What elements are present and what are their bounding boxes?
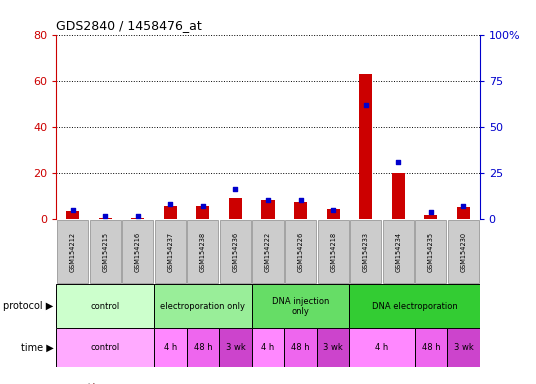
Text: 48 h: 48 h	[291, 343, 310, 352]
Text: GSM154226: GSM154226	[297, 232, 303, 271]
Bar	[415, 220, 446, 283]
Point	[166, 201, 175, 207]
Bar	[196, 206, 210, 219]
Text: GSM154215: GSM154215	[102, 232, 108, 271]
Text: ■: ■	[56, 383, 65, 384]
Bar	[448, 220, 479, 283]
Bar	[326, 209, 340, 219]
Bar	[359, 74, 372, 219]
Text: 3 wk: 3 wk	[226, 343, 245, 352]
Text: control: control	[91, 302, 120, 311]
Text: 48 h: 48 h	[421, 343, 440, 352]
Text: count: count	[64, 383, 92, 384]
Bar	[285, 220, 316, 283]
Text: DNA electroporation: DNA electroporation	[371, 302, 457, 311]
Bar	[122, 220, 153, 283]
Bar	[457, 207, 470, 219]
Text: 4 h: 4 h	[163, 343, 177, 352]
Bar	[99, 218, 111, 219]
Text: time ▶: time ▶	[21, 343, 54, 353]
Point	[68, 207, 77, 213]
Bar	[57, 220, 88, 283]
Text: DNA injection
only: DNA injection only	[272, 296, 329, 316]
Text: 48 h: 48 h	[193, 343, 212, 352]
Text: GSM154212: GSM154212	[70, 232, 76, 271]
Bar	[252, 284, 349, 328]
Point	[427, 209, 435, 215]
Bar	[349, 284, 480, 328]
Point	[133, 213, 142, 219]
Text: GSM154234: GSM154234	[395, 232, 401, 271]
Text: 4 h: 4 h	[262, 343, 274, 352]
Point	[459, 203, 468, 209]
Point	[296, 197, 305, 204]
Point	[361, 101, 370, 108]
Bar	[90, 220, 121, 283]
Bar	[284, 328, 317, 367]
Bar	[414, 328, 447, 367]
Bar	[392, 173, 405, 219]
Point	[329, 207, 338, 213]
Bar	[131, 218, 144, 219]
Bar	[56, 328, 154, 367]
Bar	[447, 328, 480, 367]
Bar	[219, 328, 252, 367]
Bar	[155, 220, 186, 283]
Text: GSM154216: GSM154216	[135, 232, 141, 271]
Bar	[66, 211, 79, 219]
Bar	[262, 200, 274, 219]
Text: GDS2840 / 1458476_at: GDS2840 / 1458476_at	[56, 19, 202, 32]
Bar	[187, 328, 219, 367]
Text: GSM154222: GSM154222	[265, 232, 271, 271]
Text: GSM154235: GSM154235	[428, 232, 434, 271]
Text: protocol ▶: protocol ▶	[3, 301, 54, 311]
Text: ■ count: ■ count	[56, 383, 96, 384]
Text: count: count	[70, 383, 98, 384]
Text: GSM154238: GSM154238	[200, 232, 206, 271]
Text: 3 wk: 3 wk	[323, 343, 343, 352]
Bar	[349, 328, 414, 367]
Text: 3 wk: 3 wk	[453, 343, 473, 352]
Text: GSM154230: GSM154230	[460, 232, 466, 271]
Point	[231, 186, 240, 192]
Bar	[317, 328, 349, 367]
Point	[394, 159, 403, 165]
Point	[101, 213, 109, 219]
Bar	[350, 220, 381, 283]
Text: GSM154233: GSM154233	[363, 232, 369, 271]
Bar	[425, 215, 437, 219]
Bar	[164, 206, 177, 219]
Bar	[56, 284, 154, 328]
Bar	[154, 328, 187, 367]
Text: 4 h: 4 h	[375, 343, 389, 352]
Bar	[252, 328, 284, 367]
Bar	[187, 220, 219, 283]
Bar	[229, 198, 242, 219]
Text: control: control	[91, 343, 120, 352]
Point	[264, 197, 272, 204]
Text: GSM154236: GSM154236	[233, 232, 239, 271]
Bar	[383, 220, 414, 283]
Bar	[317, 220, 349, 283]
Bar	[294, 202, 307, 219]
Bar	[252, 220, 284, 283]
Bar	[220, 220, 251, 283]
Text: GSM154218: GSM154218	[330, 232, 336, 271]
Bar	[154, 284, 252, 328]
Point	[198, 203, 207, 209]
Text: GSM154237: GSM154237	[167, 232, 173, 271]
Text: electroporation only: electroporation only	[160, 302, 245, 311]
